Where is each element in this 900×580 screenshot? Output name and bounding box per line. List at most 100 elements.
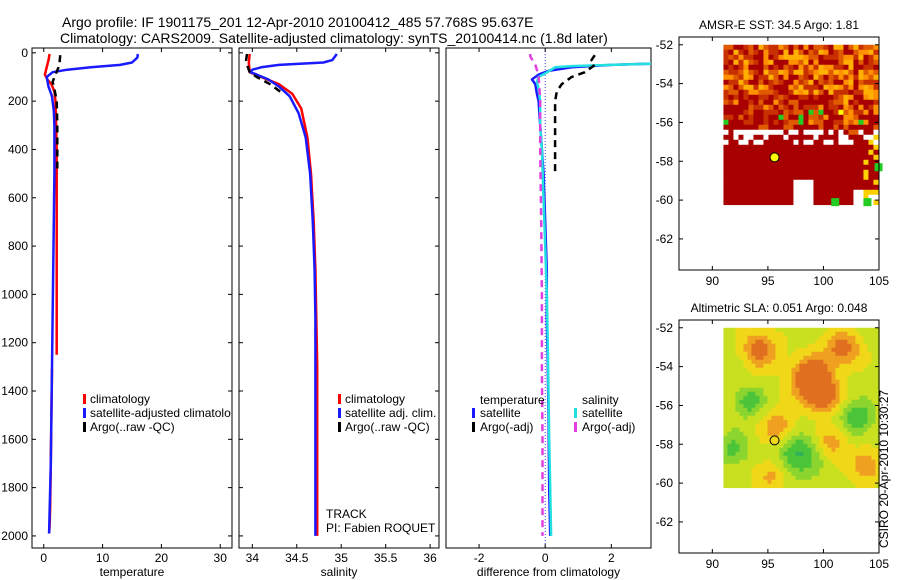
sst_map-cell — [858, 154, 864, 161]
sst_map-cell — [828, 159, 834, 166]
sst_map-cell — [818, 154, 824, 161]
sla_map-cell — [775, 435, 780, 441]
sst_map-cell — [728, 179, 734, 186]
sla_map-cell — [723, 399, 728, 405]
sla_map-cell — [871, 451, 876, 457]
sst_map-cell — [763, 99, 769, 106]
sla_map-cell — [771, 483, 776, 489]
sst_map-cell — [813, 189, 819, 196]
temperature-series-climatology — [43, 53, 58, 355]
sst_map-cell — [798, 184, 804, 191]
sla_map-cell — [823, 395, 828, 401]
sla_map-cell — [723, 455, 728, 461]
sla_map-cell — [723, 423, 728, 429]
sla_map-cell — [763, 471, 768, 477]
sla_map-cell — [855, 335, 860, 341]
sla_map-cell — [819, 387, 824, 393]
sst_map-cell — [823, 134, 829, 141]
sst_map-cell — [798, 134, 804, 141]
sst_map-cell — [833, 74, 839, 81]
salinity-legend-label: satellite adj. clim. — [345, 406, 436, 420]
sla_map-cell — [743, 427, 748, 433]
sst_map-cell — [828, 84, 834, 91]
sla_map-cell — [811, 411, 816, 417]
sla_map-cell — [875, 431, 880, 437]
sla_map-cell — [835, 459, 840, 465]
sla_map-cell — [731, 383, 736, 389]
sla_map-cell — [823, 415, 828, 421]
sla_map-cell — [855, 435, 860, 441]
sst_map-cell — [853, 64, 859, 71]
sla_map-cell — [823, 335, 828, 341]
sst_map-cell — [803, 149, 809, 156]
sst_map-cell — [838, 94, 844, 101]
sla_map-cell — [759, 391, 764, 397]
sla_map-cell — [787, 471, 792, 477]
sst_map-cell — [738, 54, 744, 61]
sst_map-cell — [753, 169, 759, 176]
sst_map-cell — [758, 69, 764, 76]
sst_map-cell — [738, 99, 744, 106]
sst_map-cell — [763, 169, 769, 176]
sla_map-cell — [759, 371, 764, 377]
sst_map-cell — [838, 149, 844, 156]
sla_map-cell — [771, 375, 776, 381]
sla_map-cell — [739, 483, 744, 489]
sla_map-cell — [747, 403, 752, 409]
sla_map-cell — [867, 475, 872, 481]
sst_map-cell — [743, 199, 749, 206]
sst_map-cell — [843, 134, 849, 141]
sst_map-cell — [803, 134, 809, 141]
sla_map-cell — [723, 351, 728, 357]
sla_map-cell — [771, 479, 776, 485]
sla_map-cell — [815, 479, 820, 485]
sla_map-cell — [799, 375, 804, 381]
sla_map-cell — [863, 383, 868, 389]
sst_map-cell — [858, 189, 864, 196]
sla_map-cell — [747, 355, 752, 361]
sst_map-cell — [858, 109, 864, 116]
sst_map-cell — [833, 44, 839, 51]
sst_map-cell — [843, 124, 849, 131]
sla_map-cell — [759, 455, 764, 461]
sla_map-cell — [839, 343, 844, 349]
sla_map-cell — [851, 387, 856, 393]
sla_map-cell — [819, 359, 824, 365]
sla_map-cell — [767, 399, 772, 405]
sst_map-cell — [758, 119, 764, 126]
sst_map-cell — [738, 129, 744, 136]
sst_map-cell — [773, 54, 779, 61]
sst_map-cell — [873, 79, 879, 86]
sla_map-title: Altimetric SLA: 0.051 Argo: 0.048 — [691, 301, 868, 315]
sla_map-cell — [859, 379, 864, 385]
sla_map-cell — [811, 363, 816, 369]
sla_map-cell — [827, 427, 832, 433]
sla_map-cell — [739, 379, 744, 385]
sla_map-cell — [839, 371, 844, 377]
sla_map-cell — [783, 407, 788, 413]
sla_map-cell — [867, 363, 872, 369]
sla_map-cell — [859, 483, 864, 489]
sla_map-cell — [807, 347, 812, 353]
sla_map-cell — [831, 371, 836, 377]
sla_map-cell — [839, 427, 844, 433]
sst_map-cell — [743, 154, 749, 161]
sst_map-cell — [833, 94, 839, 101]
sla_map-cell — [823, 383, 828, 389]
sla_map-cell — [839, 467, 844, 473]
sla_map-cell — [807, 479, 812, 485]
temperature-xtick-label: 10 — [96, 551, 110, 565]
sla_map-cell — [767, 375, 772, 381]
sla_map-cell — [843, 483, 848, 489]
sla_map-cell — [799, 343, 804, 349]
sla_map-cell — [815, 475, 820, 481]
sst_map-cell — [793, 139, 799, 146]
sla_map-cell — [835, 339, 840, 345]
sla_map-cell — [763, 335, 768, 341]
sst_map-cell — [798, 94, 804, 101]
sst_map-cell — [728, 74, 734, 81]
sla_map-cell — [867, 451, 872, 457]
sla_map-cell — [827, 471, 832, 477]
sst_map-cell — [813, 134, 819, 141]
sst_map-cell — [748, 149, 754, 156]
